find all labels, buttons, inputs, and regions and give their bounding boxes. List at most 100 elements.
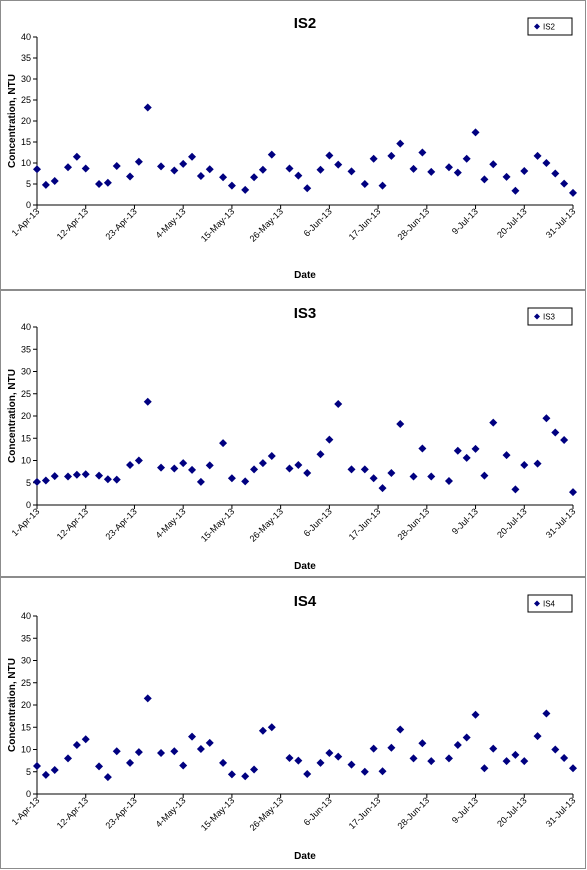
data-point	[542, 414, 551, 423]
x-tick-label: 12-Apr-13	[55, 206, 90, 241]
y-tick-label: 25	[21, 95, 31, 105]
data-point	[267, 452, 276, 461]
data-point	[560, 436, 569, 445]
x-tick-label: 6-Jun-13	[302, 206, 334, 238]
data-point	[542, 709, 551, 718]
y-tick-label: 10	[21, 456, 31, 466]
data-point	[502, 451, 511, 460]
legend: IS4	[527, 594, 573, 613]
data-point	[427, 167, 436, 176]
data-point	[334, 160, 343, 169]
chart-title: IS2	[294, 15, 317, 32]
x-tick-label: 1-Apr-13	[10, 795, 42, 827]
x-tick-label: 1-Apr-13	[10, 506, 42, 538]
y-tick-label: 15	[21, 722, 31, 732]
x-tick-label: 17-Jun-13	[347, 795, 383, 831]
x-tick-label: 23-Apr-13	[103, 795, 138, 830]
data-point	[196, 745, 205, 754]
data-point	[285, 753, 294, 762]
data-point	[241, 772, 250, 781]
data-point	[205, 738, 214, 747]
data-point	[285, 464, 294, 473]
data-point	[303, 184, 312, 193]
y-tick-label: 5	[26, 478, 31, 488]
data-point	[511, 186, 520, 195]
data-point	[157, 463, 166, 472]
data-point	[143, 397, 152, 406]
data-point	[427, 757, 436, 766]
data-point	[143, 694, 152, 703]
data-point	[378, 767, 387, 776]
data-point	[533, 151, 542, 160]
data-point	[50, 472, 59, 481]
data-point	[294, 460, 303, 469]
chart-is4: IS4 0 5 10 15 20 25 30 35 40 1-Apr-13 12-Apr-13 23-A…	[7, 593, 577, 862]
data-point	[103, 178, 112, 187]
x-tick-label: 23-Apr-13	[103, 206, 138, 241]
x-tick-label: 15-May-13	[199, 206, 236, 243]
y-tick-label: 25	[21, 389, 31, 399]
data-point	[453, 741, 462, 750]
data-point	[378, 181, 387, 190]
chart-is3: IS3 0 5 10 15 20 25 30 35 40 1-Apr-13 12-Apr-13 23-A…	[7, 305, 577, 572]
x-tick-label: 4-May-13	[154, 795, 188, 829]
data-point	[369, 474, 378, 483]
data-point	[95, 471, 104, 480]
data-point	[325, 151, 334, 160]
data-point	[285, 164, 294, 173]
x-tick-label: 6-Jun-13	[302, 795, 334, 827]
y-tick-label: 10	[21, 158, 31, 168]
legend: IS3	[527, 307, 573, 326]
data-point	[41, 180, 50, 189]
data-point	[369, 154, 378, 163]
legend-box	[527, 17, 573, 36]
data-point	[50, 765, 59, 774]
x-tick-label: 12-Apr-13	[55, 795, 90, 830]
data-point	[227, 474, 236, 483]
y-axis-label: Concentration, NTU	[7, 74, 18, 168]
data-point	[316, 758, 325, 767]
data-point	[143, 103, 152, 112]
data-point	[33, 477, 41, 486]
data-point	[303, 468, 312, 477]
data-point	[294, 171, 303, 180]
data-point	[480, 175, 489, 184]
y-tick-label: 15	[21, 433, 31, 443]
data-point	[418, 739, 427, 748]
y-tick-label: 0	[26, 500, 31, 510]
data-point	[134, 456, 143, 465]
data-point	[542, 159, 551, 167]
data-point	[241, 185, 250, 194]
data-point	[41, 476, 50, 485]
data-point	[533, 459, 542, 468]
data-point	[511, 485, 520, 494]
data-point	[196, 477, 205, 486]
data-point	[551, 745, 560, 754]
data-point	[81, 470, 90, 479]
data-point	[560, 753, 569, 762]
data-point	[33, 761, 41, 770]
legend-box	[527, 307, 573, 326]
x-tick-label: 20-Jul-13	[495, 795, 529, 829]
chart-title: IS4	[294, 593, 317, 610]
data-point	[396, 420, 405, 429]
y-tick-label: 30	[21, 367, 31, 377]
y-tick-label: 25	[21, 678, 31, 688]
data-point	[179, 459, 188, 468]
data-point	[347, 760, 356, 769]
data-point	[294, 756, 303, 765]
data-point	[72, 152, 81, 161]
data-point	[134, 748, 143, 757]
legend-entry: IS4	[543, 600, 556, 609]
x-axis-label: Date	[294, 270, 316, 281]
x-tick-label: 26-May-13	[248, 795, 285, 832]
chart-is2: IS2 0 5 10 15 20 25 30 35 40 1-Apr-13 12-Apr-13 23-A…	[7, 15, 577, 281]
data-point	[325, 435, 334, 444]
chart-panel-is2: IS2 0 5 10 15 20 25 30 35 40 1-Apr-13 12-Apr-13 23-A…	[0, 0, 586, 290]
data-point	[95, 180, 104, 188]
data-point	[170, 747, 179, 756]
legend-marker	[534, 313, 540, 320]
data-point	[360, 180, 369, 188]
y-tick-label: 5	[26, 179, 31, 189]
data-point	[219, 758, 228, 767]
